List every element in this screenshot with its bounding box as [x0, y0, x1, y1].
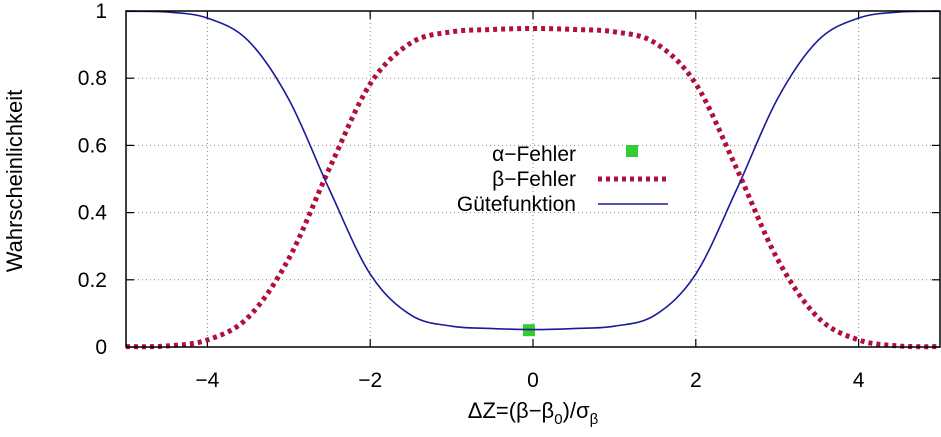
x-axis-label-sub0: 0 — [554, 411, 562, 428]
legend-label-beta: β−Fehler — [492, 168, 576, 191]
x-axis-label-mid: )/σ — [563, 398, 590, 423]
legend-label-alpha: α−Fehler — [492, 143, 576, 166]
x-axis-label: ΔZ=(β−β0)/σβ — [468, 398, 599, 428]
y-tick-label: 0.6 — [78, 134, 107, 157]
y-tick-label: 0.8 — [78, 67, 107, 90]
legend-swatch-alpha — [626, 145, 638, 157]
tick-labels: −4 −2 0 2 4 0 0.2 0.4 0.6 0.8 1 — [78, 0, 865, 392]
y-tick-label: 0.2 — [78, 269, 107, 292]
y-tick-label: 0.4 — [78, 202, 108, 225]
y-axis-label: Wahrscheinlichkeit — [2, 90, 27, 273]
grid-lines — [126, 11, 940, 347]
y-tick-label: 0 — [95, 336, 107, 359]
x-tick-label: 2 — [690, 369, 702, 392]
series-layer — [125, 10, 941, 350]
x-tick-label: −2 — [358, 369, 382, 392]
plot-frame — [125, 10, 941, 348]
x-axis-label-prefix: ΔZ=(β−β — [468, 398, 554, 423]
x-tick-label: −4 — [195, 369, 219, 392]
axis-ticks — [126, 10, 940, 348]
x-tick-label: 4 — [853, 369, 865, 392]
y-tick-label: 1 — [95, 0, 107, 23]
legend-label-power: Gütefunktion — [457, 193, 576, 216]
x-tick-label: 0 — [527, 369, 539, 392]
legend: α−Fehler β−Fehler Gütefunktion — [457, 143, 668, 216]
beta-error-line — [125, 25, 941, 350]
x-axis-label-subb: β — [590, 411, 599, 428]
